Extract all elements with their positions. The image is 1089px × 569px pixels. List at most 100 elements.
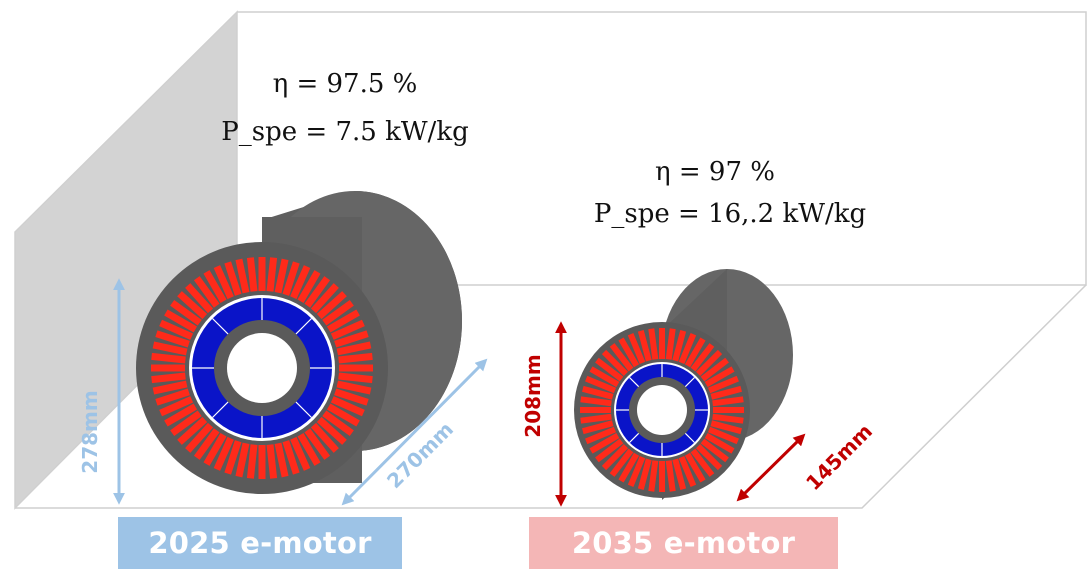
stator-slot xyxy=(707,375,739,394)
specific-power-2035: P_spe = 16,.2 kW/kg xyxy=(594,199,866,229)
stator-slots xyxy=(580,328,744,492)
stator-slot xyxy=(203,432,227,466)
length-label-2035: 145mm xyxy=(801,419,877,495)
stator-slot xyxy=(637,330,652,362)
rotor-segments xyxy=(192,298,332,438)
stator-slot xyxy=(684,337,706,368)
stator-slot xyxy=(704,432,735,454)
stator-slot xyxy=(618,337,640,368)
stator-slot xyxy=(618,452,640,483)
stator-slot xyxy=(627,333,646,365)
stator-slot xyxy=(177,416,208,445)
stator-slot xyxy=(170,410,202,437)
stator-slot xyxy=(152,341,188,356)
stator-slot xyxy=(304,428,331,460)
stator-slot xyxy=(297,432,321,466)
stator-slot xyxy=(601,443,629,471)
back-wall-edge xyxy=(237,11,1087,286)
stator-slot xyxy=(310,422,339,453)
stator-slot xyxy=(159,396,194,417)
stator-slot xyxy=(595,357,624,382)
stator-slot xyxy=(684,452,706,483)
stator-slot xyxy=(151,352,186,364)
stator-slot xyxy=(185,283,214,314)
efficiency-2025: η = 97.5 % xyxy=(273,69,418,99)
stator-slot xyxy=(580,413,612,424)
caption-2025-label: 2025 e-motor xyxy=(148,526,372,560)
stator-slot xyxy=(170,299,202,326)
stator-slot xyxy=(155,330,190,348)
caption-2025-e-motor: 2025 e-motor xyxy=(118,517,402,569)
stator-slot xyxy=(609,448,634,477)
stator-slot xyxy=(193,428,220,460)
stator-slot xyxy=(665,460,676,492)
stator-slot xyxy=(637,458,652,490)
stator-slot xyxy=(585,426,617,445)
stator-slot xyxy=(266,257,278,292)
stator-slot xyxy=(290,436,311,471)
stator-slot xyxy=(274,258,289,294)
caption-2035-e-motor: 2035 e-motor xyxy=(529,517,838,569)
stator-slot xyxy=(690,448,715,477)
stator-slot xyxy=(589,366,620,388)
stator-slot xyxy=(330,319,365,340)
rotor-segment-line xyxy=(684,432,695,443)
stator-slot xyxy=(648,328,659,360)
rotor-segment-line xyxy=(212,318,229,335)
caption-2035-label: 2035 e-motor xyxy=(571,526,796,560)
stator-slot xyxy=(282,440,300,475)
stator-slot xyxy=(648,460,659,492)
stator-slot xyxy=(712,413,744,424)
stator-slot xyxy=(224,440,242,475)
stator-slot xyxy=(690,343,715,372)
stator-slot xyxy=(595,438,624,463)
stator-slot xyxy=(151,372,186,384)
stator-slot xyxy=(695,349,723,377)
stator-slot xyxy=(304,276,331,308)
stator-slot xyxy=(609,343,634,372)
rotor-segment-line xyxy=(212,401,229,418)
stator-slot xyxy=(672,330,687,362)
stator-slot xyxy=(282,261,300,296)
stator-slot xyxy=(316,416,347,445)
stator-slot xyxy=(582,385,614,400)
floor-edge xyxy=(15,284,1087,509)
stator-slot xyxy=(627,455,646,487)
stator-slot xyxy=(177,291,208,320)
stator-slot xyxy=(193,276,220,308)
height-label-2025: 278mm xyxy=(78,390,102,473)
stator-slot xyxy=(224,261,242,296)
stator-slot xyxy=(310,283,339,314)
length-arrow-2025 xyxy=(341,358,488,506)
stator-slot xyxy=(213,436,234,471)
stator-slot xyxy=(678,455,697,487)
box-outline xyxy=(14,10,1087,510)
shaft-hole xyxy=(227,333,297,403)
stator-slot xyxy=(710,420,742,435)
stator-slot xyxy=(695,443,723,471)
stator-slot xyxy=(704,366,735,388)
stator-slot xyxy=(316,291,347,320)
stator-slot xyxy=(155,388,190,406)
stator-slot xyxy=(266,444,278,479)
stator-slot xyxy=(338,372,373,384)
stator-slot xyxy=(235,258,250,294)
rotor-segment-line xyxy=(684,377,695,388)
stator-slot xyxy=(672,458,687,490)
stator-slot xyxy=(297,270,321,304)
stator-slot xyxy=(185,422,214,453)
stator-slot xyxy=(710,385,742,400)
rotor-segment-line xyxy=(295,401,312,418)
stator-slot xyxy=(678,333,697,365)
stator-slot xyxy=(580,396,612,407)
stator-slot xyxy=(152,380,188,395)
stator-slot xyxy=(336,341,372,356)
stator-slot xyxy=(665,328,676,360)
efficiency-2035: η = 97 % xyxy=(655,157,775,187)
stator-slot xyxy=(213,265,234,300)
length-arrow-2035 xyxy=(736,433,806,502)
stator-slot xyxy=(334,330,369,348)
stator-slot xyxy=(707,426,739,445)
motor-2035 xyxy=(574,269,793,500)
